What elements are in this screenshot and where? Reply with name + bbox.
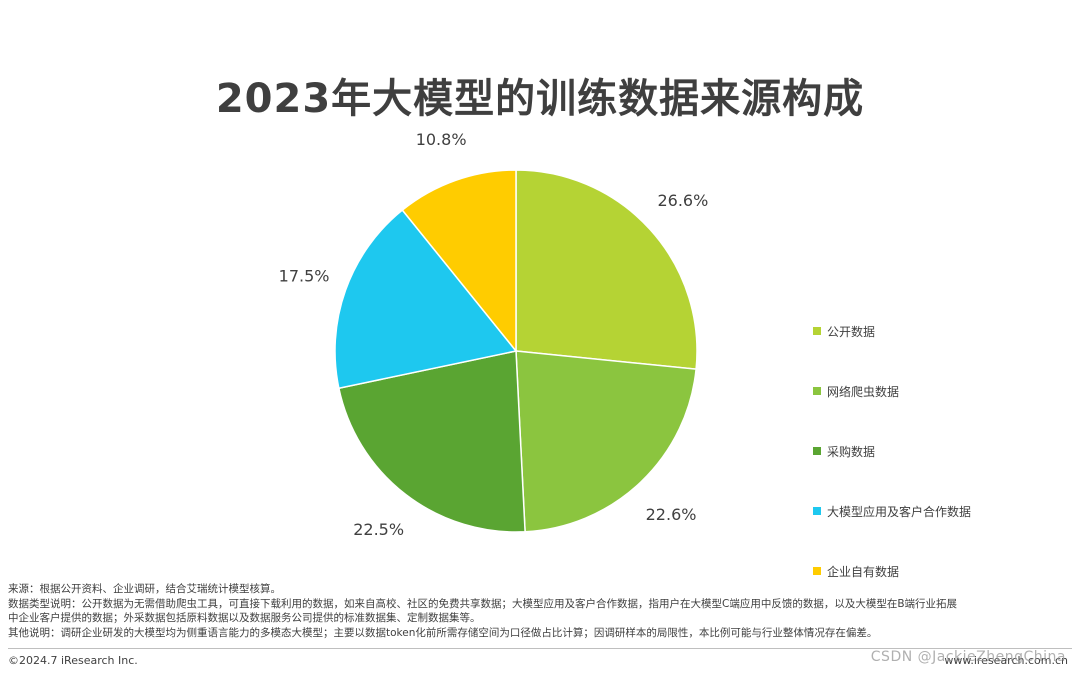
legend-label: 大模型应用及客户合作数据 bbox=[827, 504, 972, 519]
source-note: 来源：根据公开资料、企业调研，结合艾瑞统计模型核算。 bbox=[8, 583, 281, 595]
other-note: 其他说明：调研企业研发的大模型均为侧重语言能力的多模态大模型；主要以数据toke… bbox=[8, 626, 878, 639]
pie-data-label: 10.8% bbox=[416, 130, 467, 149]
pie-data-label: 22.6% bbox=[646, 505, 697, 524]
pie-slice bbox=[401, 169, 517, 354]
legend-item: 采购数据 bbox=[813, 442, 1053, 460]
legend-swatch bbox=[813, 387, 821, 395]
pie-chart: 26.6% 22.6% 22.5% 17.5% 10.8% bbox=[279, 130, 709, 539]
pie-slice bbox=[334, 209, 518, 390]
legend-swatch bbox=[813, 327, 821, 335]
pie-slice bbox=[515, 350, 697, 533]
legend-label: 企业自有数据 bbox=[827, 564, 900, 579]
legend-item: 网络爬虫数据 bbox=[813, 382, 1053, 400]
chart-notes: 来源：根据公开资料、企业调研，结合艾瑞统计模型核算。 数据类型说明：公开数据为无… bbox=[8, 582, 1072, 640]
copyright-text: ©2024.7 iResearch Inc. bbox=[8, 654, 138, 667]
legend-label: 公开数据 bbox=[827, 324, 876, 339]
pie-slices bbox=[334, 169, 698, 533]
legend-label: 采购数据 bbox=[827, 444, 876, 459]
website-text: www.iresearch.com.cn bbox=[944, 654, 1068, 667]
pie-slice bbox=[337, 350, 526, 533]
data-type-note-line-2: 中企业客户提供的数据；外采数据包括原料数据以及数据服务公司提供的标准数据集、定制… bbox=[8, 612, 481, 624]
legend-item: 企业自有数据 bbox=[813, 562, 1053, 580]
legend-item: 大模型应用及客户合作数据 bbox=[813, 502, 1053, 520]
pie-data-label: 17.5% bbox=[279, 266, 330, 285]
legend-swatch bbox=[813, 447, 821, 455]
legend-label: 网络爬虫数据 bbox=[827, 384, 900, 399]
pie-data-label: 22.5% bbox=[353, 520, 404, 539]
csdn-watermark: CSDN @JackieZhengChina bbox=[870, 649, 1066, 665]
legend-swatch bbox=[813, 507, 821, 515]
pie-data-label: 26.6% bbox=[657, 191, 708, 210]
pie-data-labels: 26.6% 22.6% 22.5% 17.5% 10.8% bbox=[279, 130, 709, 539]
data-type-note-line-1: 数据类型说明：公开数据为无需借助爬虫工具，可直接下载利用的数据，如来自高校、社区… bbox=[8, 597, 958, 610]
legend-item: 公开数据 bbox=[813, 322, 1053, 340]
pie-slice bbox=[515, 169, 698, 370]
legend-swatch bbox=[813, 567, 821, 575]
footer-divider bbox=[8, 648, 1072, 649]
chart-title: 2023年大模型的训练数据来源构成 bbox=[215, 76, 865, 122]
